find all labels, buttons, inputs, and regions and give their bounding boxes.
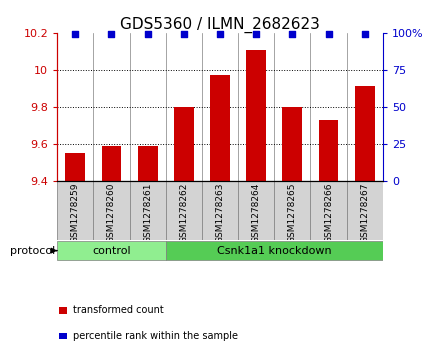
Point — [289, 31, 296, 37]
Title: GDS5360 / ILMN_2682623: GDS5360 / ILMN_2682623 — [120, 16, 320, 33]
Bar — [311, 181, 347, 240]
Bar — [210, 75, 230, 181]
Bar — [129, 181, 166, 240]
Bar — [57, 181, 93, 240]
Text: GSM1278263: GSM1278263 — [216, 183, 224, 243]
Bar — [274, 181, 311, 240]
Bar — [102, 146, 121, 181]
Bar — [138, 146, 158, 181]
Point — [144, 31, 151, 37]
Bar — [166, 181, 202, 240]
Bar — [66, 153, 85, 181]
Bar — [282, 107, 302, 181]
Point — [325, 31, 332, 37]
Bar — [355, 86, 375, 181]
Bar — [174, 107, 194, 181]
Text: protocol: protocol — [10, 246, 55, 256]
Text: GSM1278262: GSM1278262 — [180, 183, 188, 243]
Text: GSM1278265: GSM1278265 — [288, 183, 297, 243]
Bar — [347, 181, 383, 240]
Text: GSM1278264: GSM1278264 — [252, 183, 260, 243]
Text: control: control — [92, 246, 131, 256]
Text: percentile rank within the sample: percentile rank within the sample — [73, 331, 238, 341]
Bar — [319, 119, 338, 181]
Bar — [93, 181, 129, 240]
Text: GSM1278266: GSM1278266 — [324, 183, 333, 243]
Point — [108, 31, 115, 37]
Point — [253, 31, 260, 37]
Text: Csnk1a1 knockdown: Csnk1a1 knockdown — [217, 246, 332, 256]
Point — [216, 31, 224, 37]
Point — [72, 31, 79, 37]
Text: GSM1278261: GSM1278261 — [143, 183, 152, 243]
Text: GSM1278260: GSM1278260 — [107, 183, 116, 243]
Text: GSM1278267: GSM1278267 — [360, 183, 369, 243]
Bar — [57, 241, 166, 260]
Bar — [238, 181, 274, 240]
Bar — [202, 181, 238, 240]
Point — [180, 31, 187, 37]
Point — [361, 31, 368, 37]
Text: GSM1278259: GSM1278259 — [71, 183, 80, 243]
Bar — [166, 241, 383, 260]
Bar — [246, 50, 266, 181]
Text: transformed count: transformed count — [73, 305, 163, 315]
